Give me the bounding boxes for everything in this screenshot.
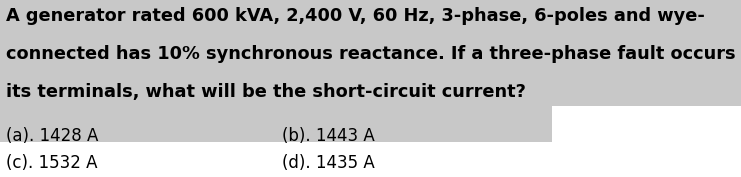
Text: A generator rated 600 kVA, 2,400 V, 60 Hz, 3-phase, 6-poles and wye-: A generator rated 600 kVA, 2,400 V, 60 H…	[6, 7, 705, 25]
Text: (b). 1443 A: (b). 1443 A	[282, 127, 374, 145]
Text: connected has 10% synchronous reactance. If a three-phase fault occurs at: connected has 10% synchronous reactance.…	[6, 45, 741, 63]
Text: (a). 1428 A: (a). 1428 A	[6, 127, 99, 145]
Bar	[0, 106, 552, 142]
Text: its terminals, what will be the short-circuit current?: its terminals, what will be the short-ci…	[6, 83, 526, 101]
Text: (c). 1532 A: (c). 1532 A	[6, 154, 97, 172]
Text: (d). 1435 A: (d). 1435 A	[282, 154, 374, 172]
Bar	[0, 0, 741, 106]
